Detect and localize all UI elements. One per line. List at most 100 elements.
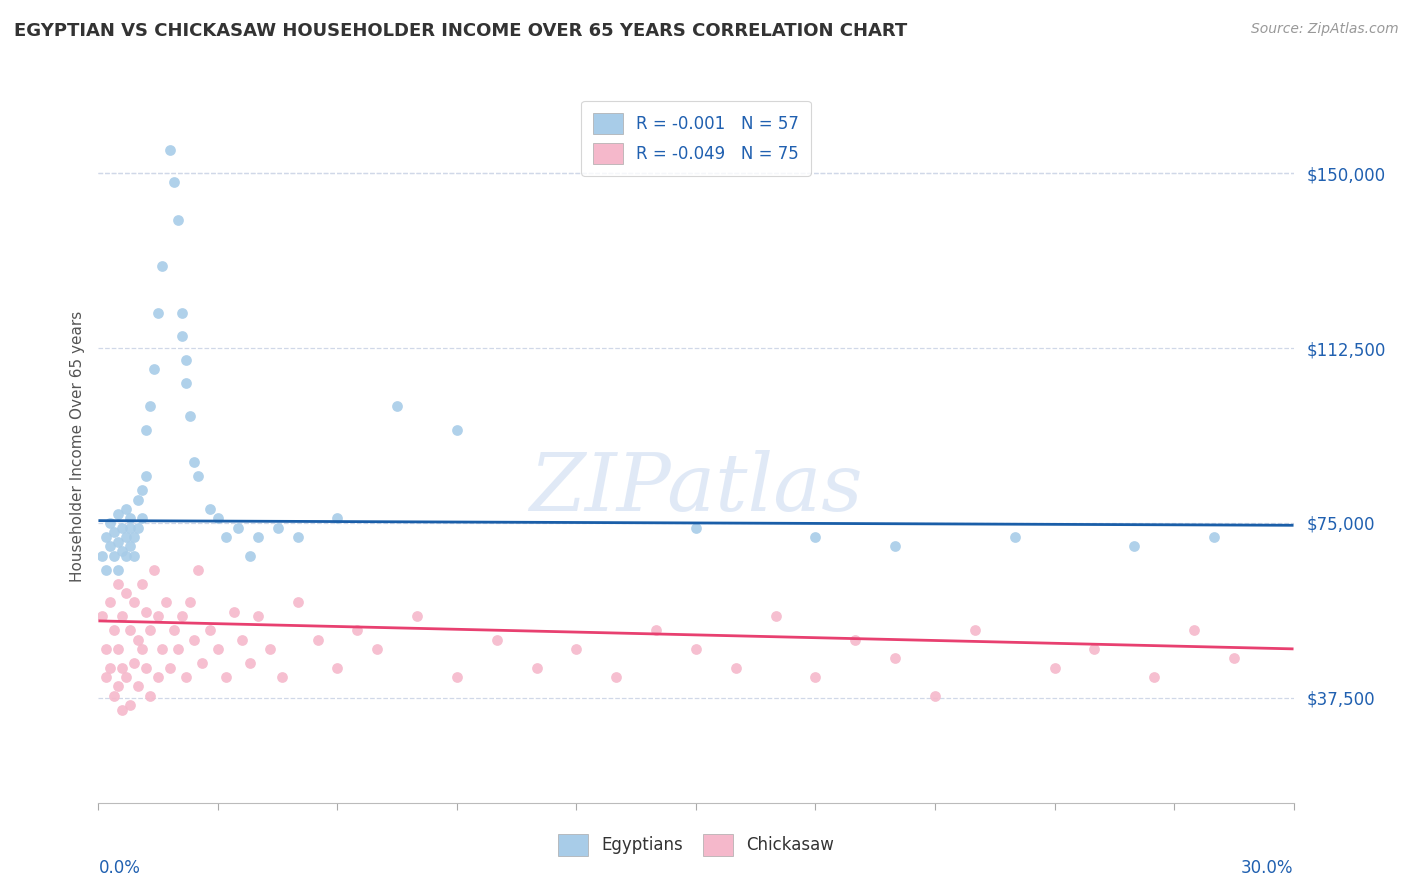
Point [124, 656, 146, 670]
Point [287, 530, 309, 544]
Point [844, 632, 866, 647]
Text: Source: ZipAtlas.com: Source: ZipAtlas.com [1251, 22, 1399, 37]
Point [406, 609, 429, 624]
Point [96, 563, 118, 577]
Point [107, 576, 129, 591]
Point [963, 624, 986, 638]
Point [120, 698, 142, 712]
Point [148, 670, 170, 684]
Point [246, 530, 269, 544]
Point [605, 670, 627, 684]
Point [111, 660, 134, 674]
Point [159, 143, 181, 157]
Point [1123, 539, 1146, 553]
Point [107, 679, 129, 693]
Point [115, 549, 138, 563]
Point [1202, 530, 1225, 544]
Point [172, 609, 194, 624]
Point [107, 641, 129, 656]
Point [884, 539, 907, 553]
Point [174, 376, 197, 390]
Point [103, 549, 125, 563]
Point [139, 689, 162, 703]
Point [91, 609, 114, 624]
Point [226, 521, 249, 535]
Legend: Egyptians, Chickasaw: Egyptians, Chickasaw [551, 828, 841, 863]
Point [231, 632, 253, 647]
Point [120, 624, 142, 638]
Point [1143, 670, 1166, 684]
Point [143, 563, 166, 577]
Point [446, 423, 468, 437]
Text: ZIPatlas: ZIPatlas [529, 450, 863, 527]
Point [115, 586, 138, 600]
Point [124, 549, 146, 563]
Point [115, 502, 138, 516]
Point [259, 641, 281, 656]
Point [191, 656, 214, 670]
Point [139, 400, 162, 414]
Point [924, 689, 946, 703]
Point [98, 595, 122, 609]
Point [155, 595, 177, 609]
Point [1222, 651, 1246, 665]
Point [115, 530, 138, 544]
Point [96, 670, 118, 684]
Point [724, 660, 747, 674]
Point [103, 689, 125, 703]
Point [884, 651, 907, 665]
Point [804, 670, 827, 684]
Point [96, 530, 118, 544]
Point [198, 624, 221, 638]
Point [107, 534, 129, 549]
Point [287, 595, 309, 609]
Point [174, 352, 197, 367]
Point [163, 624, 186, 638]
Point [1004, 530, 1026, 544]
Text: 30.0%: 30.0% [1241, 859, 1294, 877]
Point [270, 670, 292, 684]
Point [98, 516, 122, 530]
Point [120, 539, 142, 553]
Point [111, 702, 134, 716]
Point [565, 641, 588, 656]
Point [135, 423, 157, 437]
Point [207, 641, 229, 656]
Point [366, 641, 388, 656]
Point [143, 362, 166, 376]
Point [148, 306, 170, 320]
Point [446, 670, 468, 684]
Point [187, 469, 209, 483]
Point [346, 624, 368, 638]
Point [127, 632, 149, 647]
Point [172, 306, 194, 320]
Point [183, 632, 205, 647]
Point [267, 521, 290, 535]
Point [148, 609, 170, 624]
Point [96, 641, 118, 656]
Point [326, 660, 349, 674]
Point [135, 605, 157, 619]
Point [163, 176, 186, 190]
Point [645, 624, 668, 638]
Point [150, 260, 173, 274]
Point [111, 544, 134, 558]
Point [215, 530, 238, 544]
Point [167, 212, 190, 227]
Point [103, 624, 125, 638]
Point [174, 670, 197, 684]
Point [131, 483, 153, 498]
Point [159, 660, 181, 674]
Point [183, 455, 205, 469]
Point [215, 670, 238, 684]
Point [131, 641, 153, 656]
Point [135, 469, 157, 483]
Point [187, 563, 209, 577]
Point [127, 679, 149, 693]
Point [120, 521, 142, 535]
Point [1083, 641, 1105, 656]
Point [98, 660, 122, 674]
Point [167, 641, 190, 656]
Point [172, 329, 194, 343]
Y-axis label: Householder Income Over 65 years: Householder Income Over 65 years [69, 310, 84, 582]
